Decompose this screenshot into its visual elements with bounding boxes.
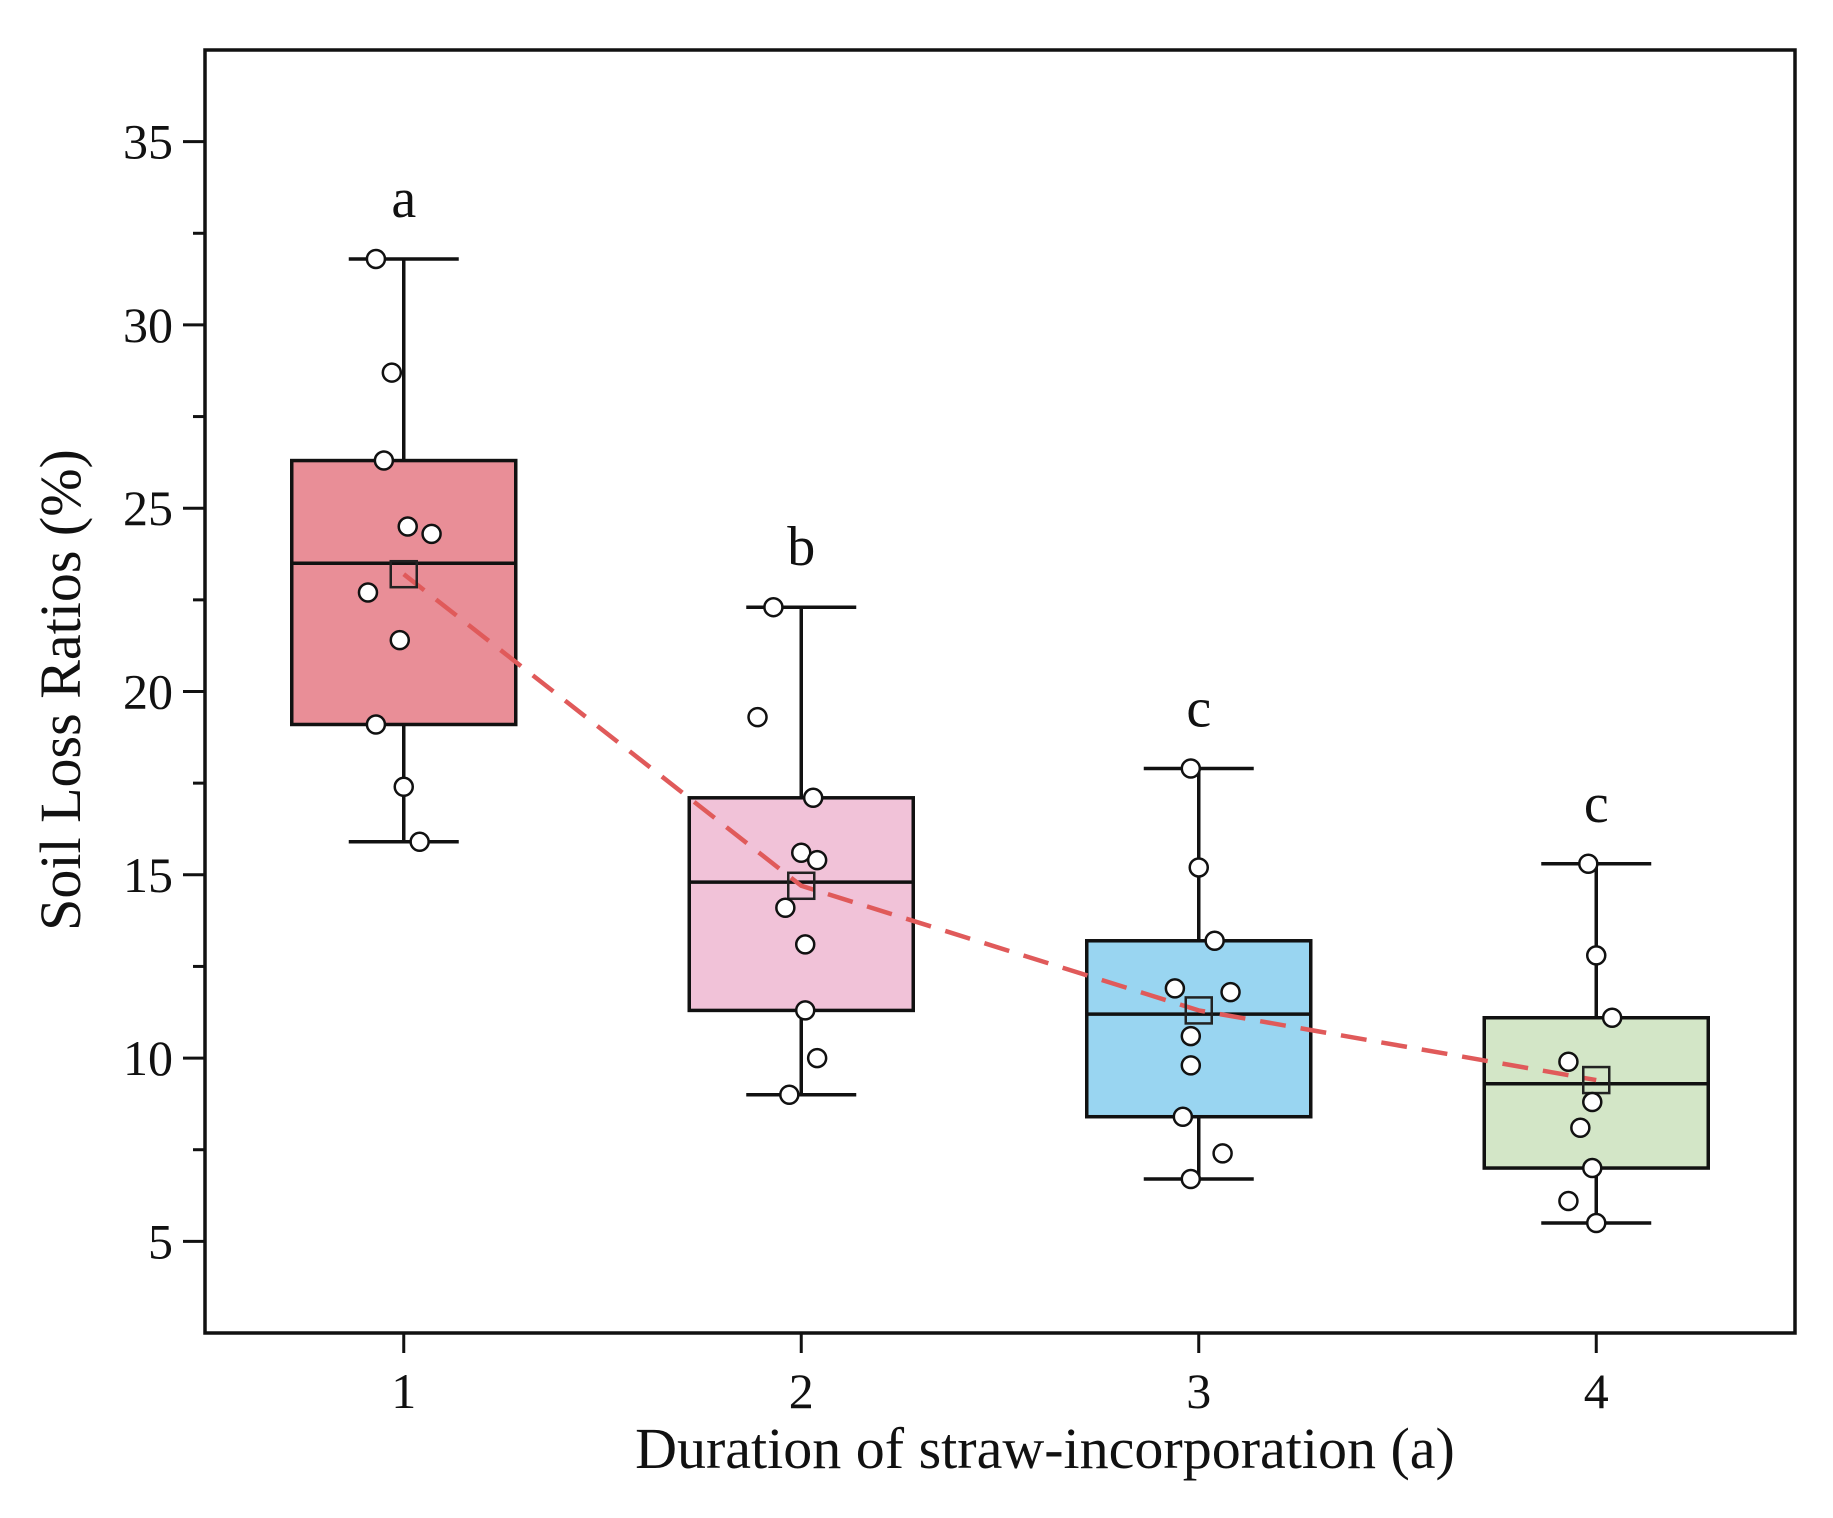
data-point	[1180, 1025, 1202, 1047]
data-point	[1204, 930, 1225, 952]
data-point	[1582, 1157, 1603, 1179]
data-point	[1220, 981, 1241, 1003]
data-point	[1558, 1190, 1579, 1212]
data-point	[381, 362, 403, 383]
box-group-1: a	[290, 168, 518, 844]
x-tick-label: 3	[1186, 1363, 1211, 1419]
data-point	[397, 516, 418, 537]
box-iqr	[1085, 939, 1313, 1119]
data-point	[802, 787, 824, 809]
significance-letter: c	[1584, 773, 1609, 835]
data-point	[794, 934, 816, 955]
x-tick-label: 1	[391, 1363, 416, 1419]
box-iqr	[687, 796, 915, 1013]
data-point	[779, 1084, 800, 1105]
data-point	[1578, 853, 1599, 875]
data-point	[747, 706, 768, 728]
data-point	[1582, 1091, 1603, 1113]
data-point	[1558, 1051, 1579, 1072]
data-point	[1188, 857, 1209, 878]
data-point	[1180, 1168, 1202, 1190]
mean-marker	[389, 559, 418, 589]
data-point	[389, 629, 411, 651]
data-point	[763, 596, 784, 618]
box-iqr	[290, 458, 518, 727]
y-tick-label: 20	[123, 664, 173, 720]
significance-letter: b	[787, 516, 815, 578]
data-point	[421, 523, 442, 545]
data-point	[357, 582, 379, 603]
y-axis-title: Soil Loss Ratios (%)	[28, 449, 93, 931]
x-tick-label: 2	[789, 1363, 814, 1419]
data-point	[373, 450, 395, 471]
data-point	[1212, 1143, 1233, 1164]
data-point	[1164, 978, 1186, 999]
data-point	[1180, 758, 1202, 779]
box-group-4: c	[1482, 773, 1710, 1225]
box-group-3: c	[1085, 677, 1313, 1181]
data-point	[1601, 1007, 1623, 1028]
data-point	[1586, 1212, 1607, 1234]
data-point	[393, 776, 414, 798]
data-point	[794, 1000, 816, 1021]
significance-letter: c	[1186, 677, 1211, 739]
plot-area: 5 10 15 20 25 30 35 1 2 3 4 a b c c	[123, 48, 1797, 1419]
mean-marker	[787, 871, 816, 901]
mean-marker	[1184, 996, 1213, 1025]
data-point	[806, 1047, 828, 1069]
y-tick-label: 15	[123, 847, 173, 903]
y-tick-label: 30	[123, 297, 173, 353]
y-tick-label: 5	[148, 1213, 173, 1269]
data-point	[365, 714, 387, 735]
data-point	[1172, 1106, 1194, 1127]
y-tick-label: 35	[123, 114, 173, 170]
y-tick-label: 10	[123, 1030, 173, 1086]
significance-letter: a	[391, 168, 416, 230]
data-point	[1586, 945, 1607, 966]
y-tick-label: 25	[123, 480, 173, 536]
data-point	[409, 831, 430, 853]
x-axis-title: Duration of straw-incorporation (a)	[635, 1416, 1455, 1481]
data-point	[1180, 1055, 1202, 1076]
mean-trend-line	[402, 572, 1597, 1083]
x-tick-label: 4	[1584, 1363, 1609, 1419]
data-point	[775, 897, 796, 919]
data-point	[365, 248, 387, 270]
data-point	[1570, 1117, 1591, 1138]
data-point	[806, 849, 828, 871]
